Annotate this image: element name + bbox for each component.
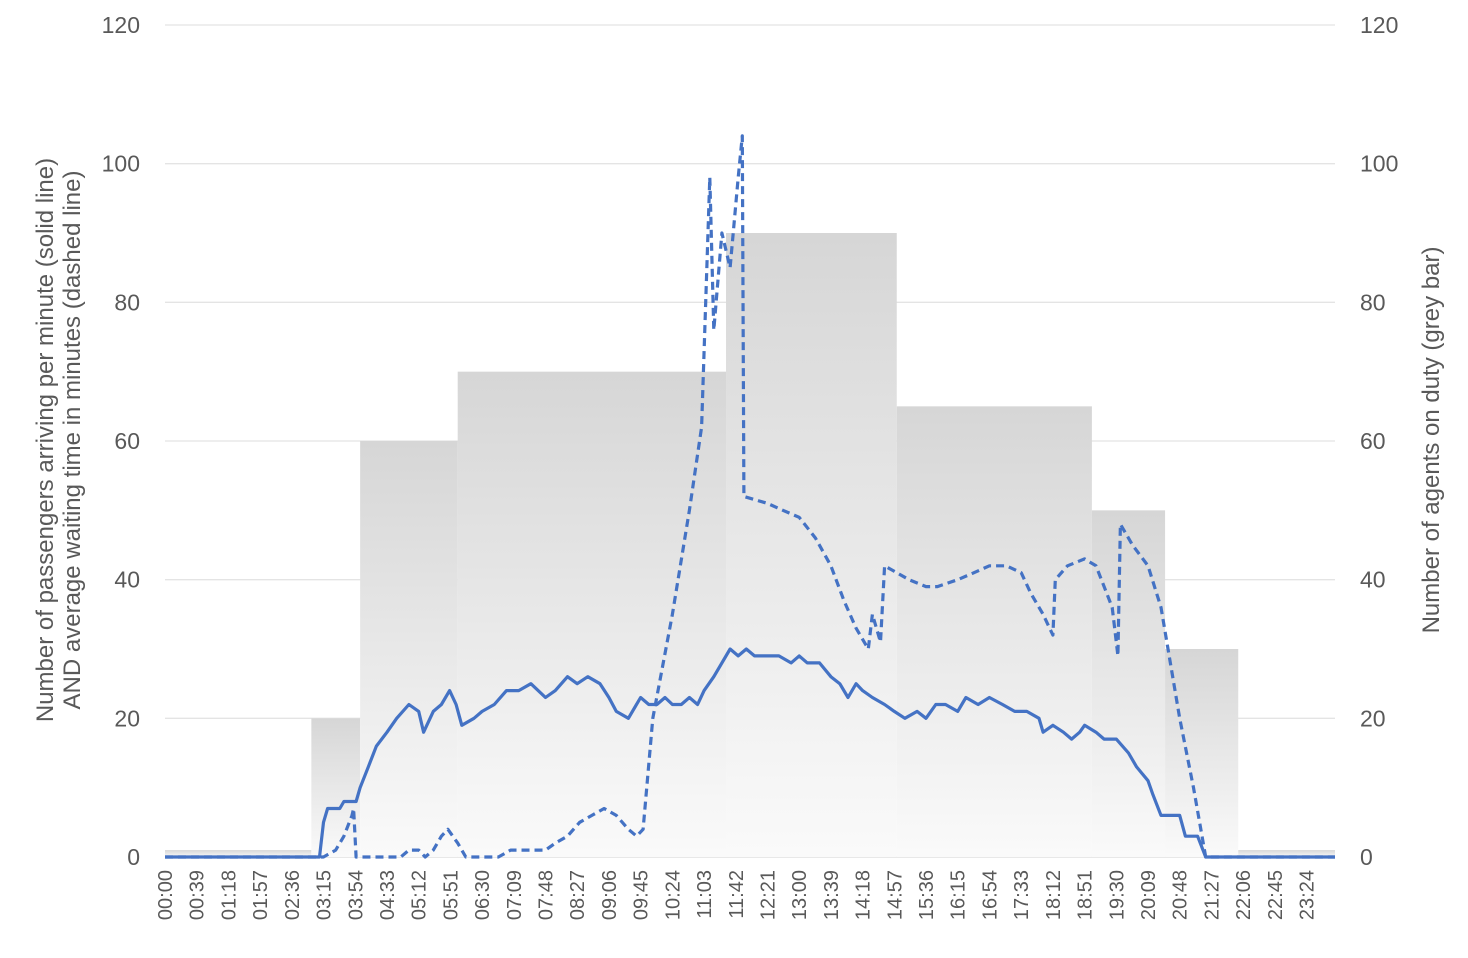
agents-bar xyxy=(726,233,897,857)
left-axis-ticks: 0 20 40 60 80 100 120 xyxy=(102,12,140,870)
x-tick-label: 19:30 xyxy=(1106,870,1128,920)
agents-bar xyxy=(311,718,361,857)
x-tick-label: 06:30 xyxy=(472,870,494,920)
x-tick-label: 14:18 xyxy=(853,870,875,920)
x-tick-label: 11:03 xyxy=(694,870,716,919)
x-tick-label: 00:00 xyxy=(155,870,177,920)
y-left-tick-label: 60 xyxy=(114,428,140,454)
agents-bar xyxy=(165,850,312,857)
x-tick-label: 07:09 xyxy=(504,870,526,920)
x-tick-label: 20:48 xyxy=(1170,870,1192,920)
right-axis-label: Number of agents on duty (grey bar) xyxy=(1418,247,1445,634)
x-tick-label: 05:51 xyxy=(440,870,462,920)
y-left-tick-label: 100 xyxy=(102,151,140,177)
x-tick-label: 09:45 xyxy=(631,870,653,920)
left-axis-label-line1: Number of passengers arriving per minute… xyxy=(32,158,59,722)
x-axis-ticks: 00:00 00:39 01:18 01:57 02:36 03:15 03:54 04:33… xyxy=(155,870,1319,920)
x-tick-label: 18:12 xyxy=(1043,870,1065,920)
y-right-tick-label: 40 xyxy=(1360,567,1386,593)
agents-bar xyxy=(457,371,727,857)
right-axis-ticks: 0 20 40 60 80 100 120 xyxy=(1360,12,1398,870)
x-tick-label: 15:36 xyxy=(916,870,938,920)
x-tick-label: 05:12 xyxy=(409,870,431,920)
y-left-tick-label: 120 xyxy=(102,12,140,38)
agents-bar xyxy=(360,441,458,857)
x-tick-label: 13:39 xyxy=(821,870,843,920)
x-tick-label: 21:27 xyxy=(1201,870,1223,920)
agents-bars xyxy=(165,233,1335,857)
x-tick-label: 17:33 xyxy=(1011,870,1033,920)
x-tick-label: 18:51 xyxy=(1075,870,1097,920)
passengers-line xyxy=(165,647,1335,859)
y-right-tick-label: 20 xyxy=(1360,705,1386,731)
agents-bar xyxy=(1091,510,1166,857)
y-left-tick-label: 40 xyxy=(114,567,140,593)
y-right-tick-label: 120 xyxy=(1360,12,1398,38)
y-left-tick-label: 0 xyxy=(127,844,140,870)
x-tick-label: 12:21 xyxy=(758,870,780,920)
y-right-tick-label: 0 xyxy=(1360,844,1373,870)
x-tick-label: 03:54 xyxy=(345,870,367,920)
x-tick-label: 03:15 xyxy=(314,870,336,920)
y-right-tick-label: 80 xyxy=(1360,289,1386,315)
x-tick-label: 14:57 xyxy=(884,870,906,920)
x-tick-label: 20:09 xyxy=(1138,870,1160,920)
x-tick-label: 02:36 xyxy=(282,870,304,920)
series-lines xyxy=(165,134,1335,859)
x-tick-label: 23:24 xyxy=(1297,870,1319,920)
x-tick-label: 07:48 xyxy=(536,870,558,920)
x-tick-label: 16:54 xyxy=(979,870,1001,920)
waiting-time-line xyxy=(165,134,1335,859)
x-tick-label: 16:15 xyxy=(948,870,970,920)
x-tick-label: 04:33 xyxy=(377,870,399,920)
x-tick-label: 01:57 xyxy=(250,870,272,920)
x-tick-label: 00:39 xyxy=(187,870,209,920)
agents-bar xyxy=(1165,649,1239,857)
x-tick-label: 01:18 xyxy=(218,870,240,920)
x-tick-label: 10:24 xyxy=(662,870,684,920)
x-tick-label: 11:42 xyxy=(726,870,748,919)
x-tick-label: 22:45 xyxy=(1265,870,1287,920)
x-tick-label: 22:06 xyxy=(1233,870,1255,920)
y-right-tick-label: 60 xyxy=(1360,428,1386,454)
y-left-tick-label: 20 xyxy=(114,705,140,731)
x-tick-label: 09:06 xyxy=(599,870,621,920)
agents-bar xyxy=(896,406,1092,857)
x-tick-label: 13:00 xyxy=(789,870,811,920)
left-axis-label-line2: AND average waiting time in minutes (das… xyxy=(59,171,86,710)
agents-bar xyxy=(1238,850,1335,857)
y-left-tick-label: 80 xyxy=(114,289,140,315)
x-tick-label: 08:27 xyxy=(567,870,589,920)
y-right-tick-label: 100 xyxy=(1360,151,1398,177)
